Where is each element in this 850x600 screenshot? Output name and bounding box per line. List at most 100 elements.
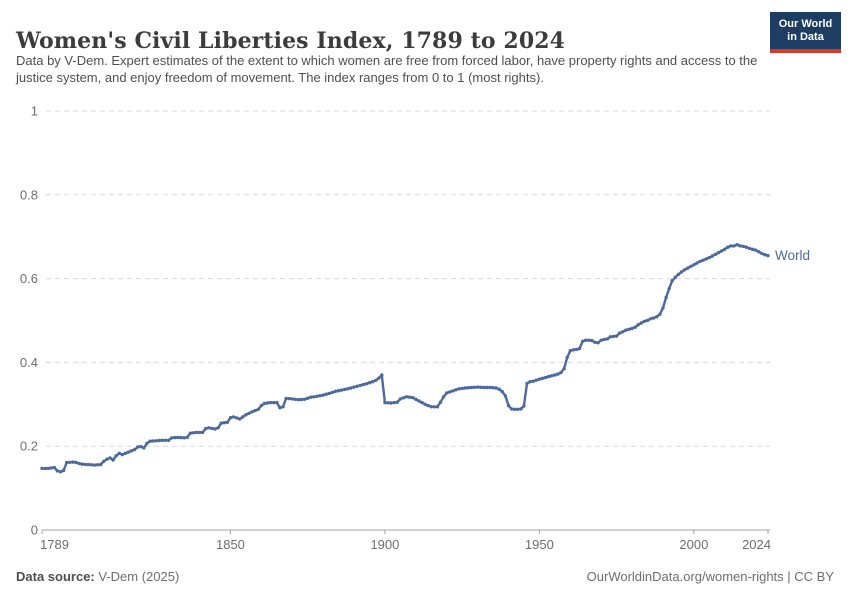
data-point-marker	[655, 315, 659, 319]
data-point-marker	[639, 321, 643, 325]
y-axis-tick-label: 1	[31, 104, 38, 119]
data-point-marker	[614, 334, 619, 338]
data-point-marker	[219, 421, 223, 425]
data-point-marker	[491, 386, 495, 390]
data-point-marker	[210, 426, 214, 431]
data-point-marker	[411, 395, 415, 400]
data-point-marker	[550, 374, 554, 378]
data-point-marker	[241, 415, 245, 419]
data-point-marker	[290, 397, 294, 401]
data-point-marker	[330, 390, 335, 395]
data-point-marker	[587, 338, 591, 342]
data-point-marker	[43, 466, 47, 471]
data-point-marker	[40, 466, 44, 471]
data-point-marker	[429, 405, 433, 409]
data-point-marker	[698, 259, 702, 264]
data-point-marker	[163, 438, 168, 442]
series-label-world[interactable]: World	[775, 248, 810, 263]
data-point-marker	[726, 245, 730, 249]
data-point-marker	[244, 413, 248, 417]
data-point-marker	[753, 248, 758, 252]
data-source-note: Data source: V-Dem (2025)	[16, 569, 179, 584]
data-point-marker	[432, 405, 436, 409]
data-point-marker	[574, 347, 579, 352]
data-point-marker	[513, 407, 517, 411]
data-point-marker	[349, 386, 353, 390]
data-point-marker	[522, 404, 526, 408]
data-point-marker	[234, 416, 239, 420]
data-point-marker	[228, 416, 233, 420]
data-point-marker	[485, 385, 489, 390]
data-point-marker	[377, 376, 381, 380]
data-point-marker	[611, 334, 616, 339]
data-point-marker	[686, 266, 690, 270]
data-point-marker	[537, 377, 542, 381]
data-point-marker	[608, 335, 613, 339]
data-point-marker	[65, 460, 69, 465]
data-point-marker	[503, 394, 508, 398]
data-point-marker	[661, 306, 665, 310]
data-point-marker	[475, 385, 480, 389]
data-point-marker	[126, 450, 131, 454]
data-point-marker	[105, 457, 109, 461]
data-point-marker	[370, 380, 375, 384]
x-axis-tick-label: 1789	[40, 537, 69, 552]
data-point-marker	[571, 348, 576, 352]
data-point-marker	[272, 400, 276, 405]
data-point-marker	[293, 397, 297, 401]
data-point-marker	[602, 337, 606, 342]
data-point-marker	[707, 255, 711, 260]
data-point-marker	[108, 456, 112, 460]
data-point-marker	[488, 385, 492, 390]
data-point-marker	[296, 398, 301, 402]
data-point-marker	[306, 396, 310, 400]
data-point-marker	[52, 465, 57, 470]
data-point-marker	[318, 394, 322, 398]
data-point-marker	[404, 395, 409, 399]
data-point-marker	[565, 355, 569, 360]
data-point-marker	[120, 452, 125, 457]
data-point-marker	[49, 466, 53, 470]
data-point-marker	[389, 401, 393, 405]
data-point-marker	[577, 346, 582, 351]
data-point-marker	[133, 447, 137, 452]
y-axis-tick-label: 0.6	[20, 271, 38, 286]
data-point-marker	[265, 401, 270, 405]
data-point-marker	[652, 316, 656, 320]
license-link[interactable]: OurWorldinData.org/women-rights | CC BY	[586, 569, 834, 584]
data-point-marker	[222, 421, 226, 425]
data-point-marker	[621, 330, 625, 334]
owid-logo[interactable]: Our World in Data	[770, 12, 841, 53]
data-point-marker	[454, 388, 458, 392]
owid-logo-line1: Our World	[778, 17, 833, 30]
data-point-marker	[451, 389, 455, 393]
data-point-marker	[352, 385, 356, 389]
data-point-marker	[346, 387, 350, 391]
data-point-marker	[534, 378, 538, 382]
data-point-marker	[642, 319, 647, 323]
data-point-marker	[336, 389, 341, 393]
data-point-marker	[253, 408, 257, 413]
chart-subtitle: Data by V-Dem. Expert estimates of the e…	[16, 53, 758, 85]
data-point-marker	[284, 396, 288, 401]
data-point-marker	[99, 462, 103, 467]
data-point-marker	[46, 466, 50, 471]
data-point-marker	[136, 445, 140, 449]
data-point-marker	[457, 387, 461, 391]
data-point-marker	[540, 376, 545, 380]
data-point-marker	[448, 390, 452, 394]
data-point-marker	[735, 243, 739, 247]
data-point-marker	[380, 373, 384, 377]
data-point-marker	[658, 312, 662, 316]
x-axis-tick-label: 1850	[216, 537, 245, 552]
data-point-marker	[281, 405, 285, 409]
data-point-marker	[445, 391, 449, 395]
data-point-marker	[315, 394, 319, 398]
data-point-marker	[729, 244, 733, 248]
data-point-marker	[667, 287, 671, 291]
data-point-marker	[275, 400, 279, 405]
data-point-marker	[117, 451, 121, 455]
data-point-marker	[580, 339, 585, 344]
